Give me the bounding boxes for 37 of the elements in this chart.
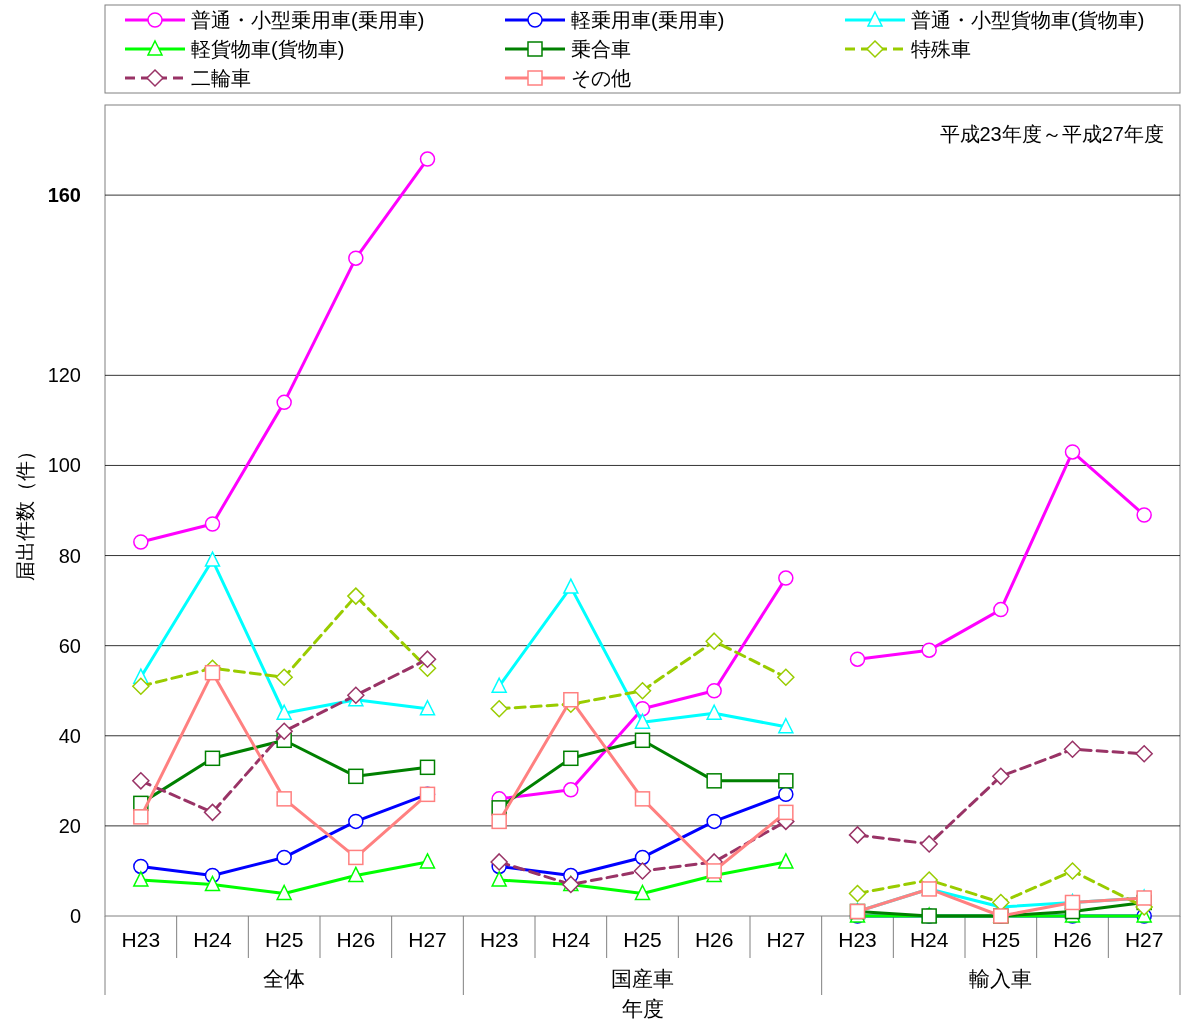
x-tick-label: H23 [121, 928, 161, 951]
legend-label: その他 [571, 67, 631, 89]
legend-label: 普通・小型貨物車(貨物車) [911, 9, 1145, 31]
x-tick-label: H26 [1053, 928, 1092, 951]
y-tick-label: 0 [69, 905, 81, 927]
text: 平成23年度～平成27年度 [939, 123, 1164, 145]
x-tick-label: H23 [479, 928, 519, 951]
x-tick-label: H23 [838, 928, 877, 951]
y-tick-label: 80 [58, 544, 81, 567]
x-tick-label: H25 [981, 928, 1021, 951]
x-axis-title: 年度 [621, 997, 664, 1020]
y-tick-label: 60 [58, 634, 81, 657]
x-tick-label: H24 [909, 928, 949, 951]
text: 輸入車 [969, 967, 1033, 990]
x-tick-label: H26 [694, 928, 734, 951]
legend-label: 軽貨物車(貨物車) [191, 38, 345, 60]
x-tick-label: H27 [1124, 928, 1164, 951]
legend-label: 普通・小型乗用車(乗用車) [191, 9, 425, 31]
x-tick-label: H26 [336, 928, 376, 951]
legend-label: 特殊車 [911, 38, 971, 60]
y-tick-label: 160 [47, 184, 81, 207]
legend-label: 二輪車 [191, 67, 251, 89]
text: 全体 [263, 967, 306, 990]
legend-label: 乗合車 [571, 38, 631, 60]
y-tick-label: 100 [47, 454, 81, 477]
legend-label: 軽乗用車(乗用車) [571, 9, 725, 31]
x-tick-label: H24 [193, 928, 233, 951]
y-tick-label: 40 [58, 724, 81, 747]
x-tick-label: H25 [264, 928, 304, 951]
y-tick-label: 20 [58, 814, 81, 837]
x-tick-label: H27 [408, 928, 447, 951]
x-tick-label: H24 [551, 928, 591, 951]
x-tick-label: H27 [766, 928, 806, 951]
y-tick-label: 120 [47, 364, 81, 387]
y-axis-title: 届出件数（件） [14, 440, 36, 581]
text: 国産車 [611, 967, 674, 990]
x-tick-label: H25 [623, 928, 662, 951]
